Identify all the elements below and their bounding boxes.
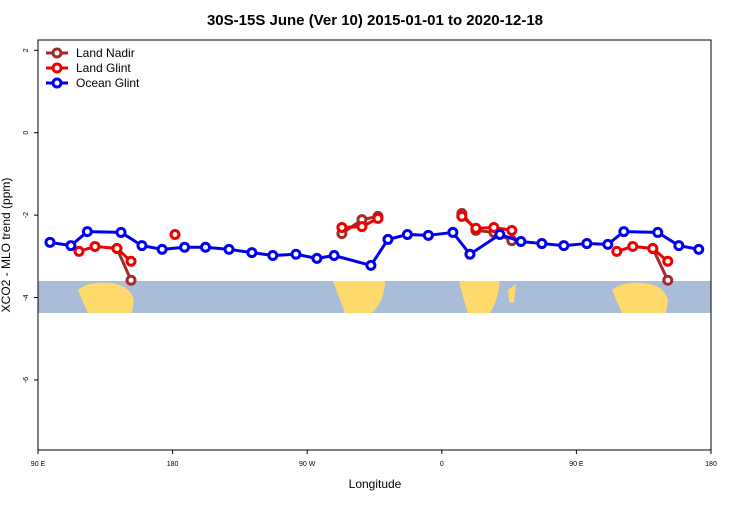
y-tick-label: -6 (23, 377, 30, 383)
legend-marker (51, 77, 63, 89)
chart-title: 30S-15S June (Ver 10) 2015-01-01 to 2020… (207, 12, 543, 29)
data-point (611, 245, 623, 257)
continent (508, 284, 516, 303)
data-point (515, 235, 527, 247)
data-point (200, 241, 212, 253)
map-strip (38, 281, 711, 313)
plot-frame (37, 39, 712, 451)
x-tick-label: 90 E (31, 461, 46, 468)
data-point (89, 240, 101, 252)
series-line (49, 230, 700, 267)
data-point (602, 238, 614, 250)
data-point (111, 243, 123, 255)
data-point (311, 252, 323, 264)
data-point (506, 224, 518, 236)
data-point (246, 247, 258, 259)
data-point (536, 238, 548, 250)
data-point (365, 259, 377, 271)
data-point (581, 238, 593, 250)
data-point (401, 228, 413, 240)
continent (612, 282, 668, 313)
continent (459, 281, 500, 313)
data-point (44, 236, 56, 248)
data-point (618, 226, 630, 238)
data-point (447, 226, 459, 238)
data-point (169, 228, 181, 240)
data-point (65, 240, 77, 252)
data-point (136, 240, 148, 252)
data-point (372, 212, 384, 224)
x-tick-label: 0 (440, 461, 444, 468)
data-point (267, 250, 279, 262)
data-point (558, 240, 570, 252)
data-point (662, 274, 674, 286)
data-point (456, 210, 468, 222)
continent (333, 281, 385, 313)
data-point (494, 228, 506, 240)
legend-marker (51, 47, 63, 59)
data-point (464, 248, 476, 260)
data-point (627, 240, 639, 252)
legend-label: Ocean Glint (76, 76, 140, 90)
series-line (78, 215, 669, 263)
y-tick-label: 0 (23, 131, 30, 135)
data-point (647, 243, 659, 255)
data-point (422, 229, 434, 241)
y-axis-label: XCO2 - MLO trend (ppm) (0, 178, 13, 313)
y-tick-label: -2 (23, 212, 30, 218)
data-point (693, 243, 705, 255)
data-point (223, 243, 235, 255)
data-point (73, 245, 85, 257)
data-point (125, 274, 137, 286)
legend-label: Land Glint (76, 61, 131, 75)
data-point (336, 221, 348, 233)
data-point (81, 226, 93, 238)
x-tick-label: 90 E (569, 461, 584, 468)
data-point (328, 250, 340, 262)
continent (78, 282, 134, 313)
y-tick-label: 2 (23, 48, 30, 52)
data-point (488, 221, 500, 233)
data-point (125, 255, 137, 267)
data-point (115, 226, 127, 238)
data-point (290, 248, 302, 260)
x-tick-label: 90 W (299, 461, 316, 468)
legend-marker (51, 62, 63, 74)
data-point (673, 240, 685, 252)
data-point (156, 243, 168, 255)
data-point (662, 255, 674, 267)
data-point (356, 221, 368, 233)
data-point (382, 233, 394, 245)
legend-label: Land Nadir (76, 46, 135, 60)
x-axis-label: Longitude (349, 477, 402, 491)
x-tick-label: 180 (167, 461, 179, 468)
data-point (470, 222, 482, 234)
y-tick-label: -4 (23, 294, 30, 300)
x-tick-label: 180 (705, 461, 717, 468)
data-point (179, 241, 191, 253)
data-point (652, 226, 664, 238)
